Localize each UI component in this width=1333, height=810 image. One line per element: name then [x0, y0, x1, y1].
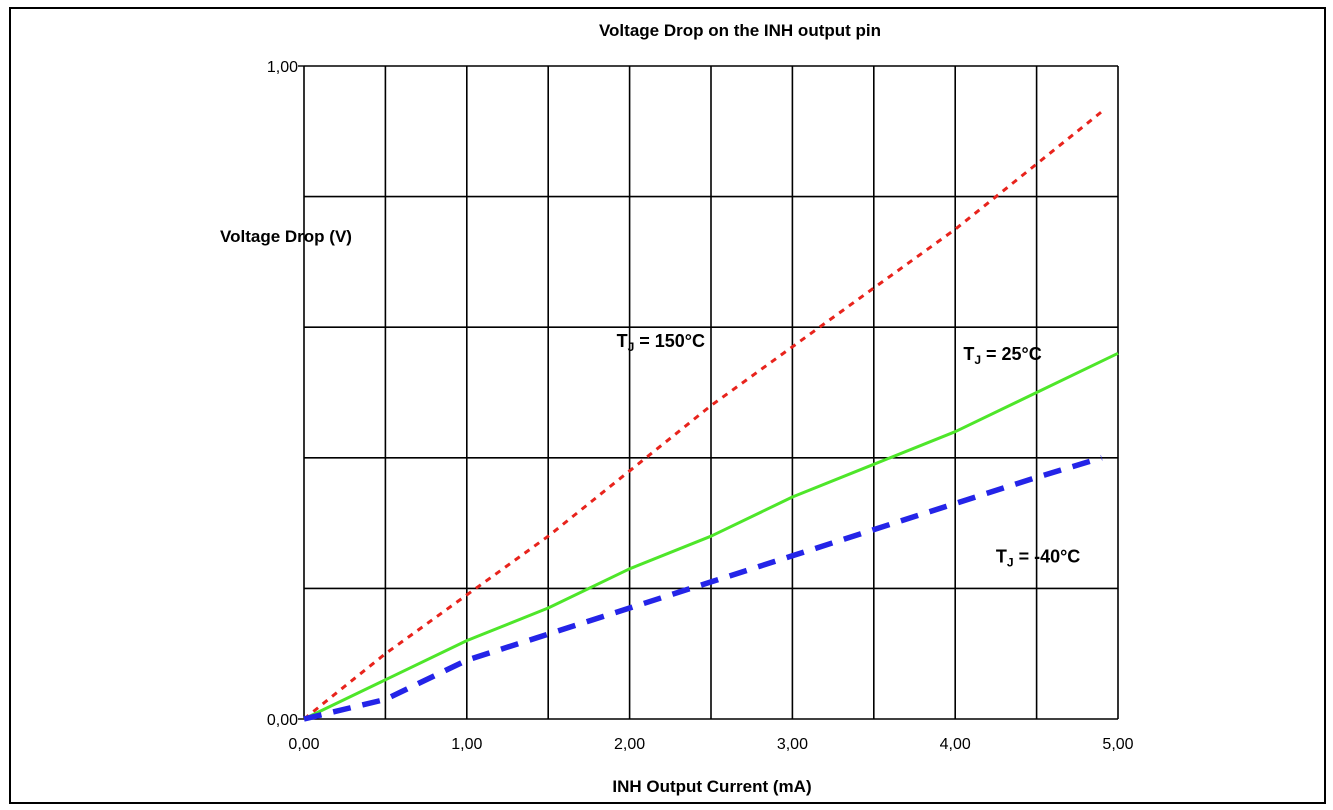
- annotations: TJ = 150°C TJ = 25°C TJ = -40°C: [617, 331, 1081, 569]
- y-tick-label: 0,00: [267, 712, 298, 729]
- series-label-1: TJ = 25°C: [963, 344, 1041, 367]
- x-tick-label: 5,00: [1102, 736, 1133, 753]
- x-tick-label: 0,00: [288, 736, 319, 753]
- series-label-2: TJ = -40°C: [996, 546, 1080, 569]
- series-label-0: TJ = 150°C: [617, 331, 705, 354]
- x-axis-label: INH Output Current (mA): [612, 777, 811, 796]
- tick-labels: 0,00 1,00 2,00 3,00 4,00 5,00 0,00 1,00: [267, 59, 1134, 753]
- y-tick-label: 1,00: [267, 59, 298, 76]
- grid: [304, 65, 1119, 719]
- x-tick-label: 4,00: [940, 736, 971, 753]
- x-tick-label: 2,00: [614, 736, 645, 753]
- y-axis-label: Voltage Drop (V): [220, 227, 352, 246]
- x-tick-label: 3,00: [777, 736, 808, 753]
- series-line-0: [303, 110, 1103, 721]
- chart-frame: [9, 7, 1326, 804]
- series-line-2: [303, 455, 1103, 722]
- series-line-1: [303, 351, 1119, 721]
- chart-title: Voltage Drop on the INH output pin: [599, 21, 881, 40]
- axes: [298, 65, 1118, 720]
- series-lines: [303, 110, 1119, 722]
- x-tick-label: 1,00: [451, 736, 482, 753]
